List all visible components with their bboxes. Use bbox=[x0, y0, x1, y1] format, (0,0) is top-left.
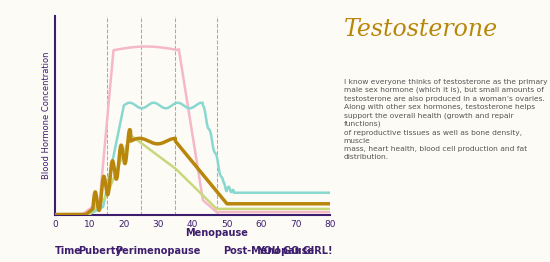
Text: Menopause: Menopause bbox=[185, 228, 248, 238]
Text: Perimenopause: Perimenopause bbox=[116, 246, 201, 256]
Text: YOU GO GIRL!: YOU GO GIRL! bbox=[257, 246, 333, 256]
Text: Post-Menopause: Post-Menopause bbox=[223, 246, 314, 256]
Y-axis label: Blood Hormone Concentration: Blood Hormone Concentration bbox=[42, 52, 51, 179]
Text: Time: Time bbox=[55, 246, 82, 256]
Text: I know everyone thinks of testosterone as the primary
male sex hormone (which it: I know everyone thinks of testosterone a… bbox=[344, 79, 547, 160]
Text: Puberty: Puberty bbox=[78, 246, 122, 256]
Text: Testosterone: Testosterone bbox=[344, 18, 498, 41]
